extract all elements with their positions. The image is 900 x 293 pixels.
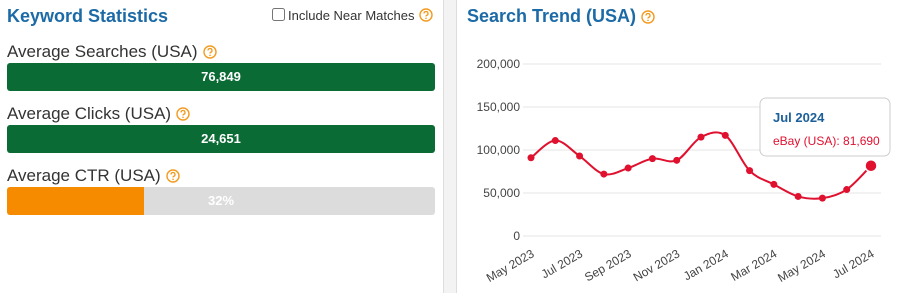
chart-title-text: Search Trend (USA) <box>467 6 637 26</box>
x-tick-label: Jul 2023 <box>539 246 586 281</box>
help-icon[interactable] <box>641 10 655 24</box>
data-point <box>576 152 584 160</box>
y-tick-label: 100,000 <box>477 143 521 157</box>
x-tick-label: May 2023 <box>484 246 537 285</box>
tooltip-title: Jul 2024 <box>773 110 825 125</box>
help-icon[interactable] <box>419 8 434 22</box>
near-matches-checkbox[interactable]: Include Near Matches <box>272 8 434 23</box>
x-tick-label: May 2024 <box>775 246 828 285</box>
checkbox-label: Include Near Matches <box>288 8 415 23</box>
stat-bar: 32% <box>7 187 435 215</box>
data-point <box>648 155 656 163</box>
data-point <box>721 131 729 139</box>
y-tick-label: 150,000 <box>477 100 521 114</box>
y-tick-label: 50,000 <box>483 186 520 200</box>
chart-title: Search Trend (USA) <box>467 6 655 27</box>
data-point <box>697 133 705 141</box>
stat-label: Average CTR (USA) <box>7 166 180 186</box>
data-point <box>864 158 878 173</box>
tooltip: Jul 2024 eBay (USA): 81,690 <box>759 97 891 157</box>
tooltip-label: eBay (USA): 81,690 <box>773 134 880 148</box>
data-point <box>794 192 802 200</box>
stat-bar: 24,651 <box>7 125 435 153</box>
stat-value: 32% <box>207 193 235 208</box>
help-icon[interactable] <box>202 45 217 59</box>
y-tick-label: 200,000 <box>477 57 521 71</box>
panel-title: Keyword Statistics <box>7 6 169 26</box>
x-tick-label: Nov 2023 <box>631 246 683 284</box>
ctr-fill <box>7 187 144 215</box>
data-point <box>770 180 778 188</box>
data-point <box>527 154 535 162</box>
x-tick-label: Mar 2024 <box>728 246 779 284</box>
divider <box>443 0 457 293</box>
stat-label-text: Average CTR (USA) <box>7 166 161 185</box>
stat-value: 76,849 <box>201 69 241 84</box>
help-icon[interactable] <box>176 107 190 121</box>
checkbox[interactable] <box>272 8 285 21</box>
data-point <box>600 170 608 178</box>
help-icon[interactable] <box>165 169 180 183</box>
stat-label-text: Average Clicks (USA) <box>7 104 172 123</box>
tooltip-box <box>759 97 891 157</box>
stat-label: Average Searches (USA) <box>7 42 217 62</box>
stat-label: Average Clicks (USA) <box>7 104 190 124</box>
x-tick-label: Jul 2024 <box>830 246 877 281</box>
y-tick-label: 0 <box>513 229 520 243</box>
data-point <box>551 137 559 145</box>
stat-bar: 76,849 <box>7 63 435 91</box>
stat-value: 24,651 <box>201 131 241 146</box>
data-point <box>843 186 851 194</box>
data-point <box>673 156 681 164</box>
x-tick-label: Sep 2023 <box>582 246 634 284</box>
x-tick-label: Jan 2024 <box>681 246 731 283</box>
data-point <box>746 167 754 175</box>
data-point <box>818 194 826 202</box>
stat-label-text: Average Searches (USA) <box>7 42 198 61</box>
data-point <box>624 164 632 172</box>
